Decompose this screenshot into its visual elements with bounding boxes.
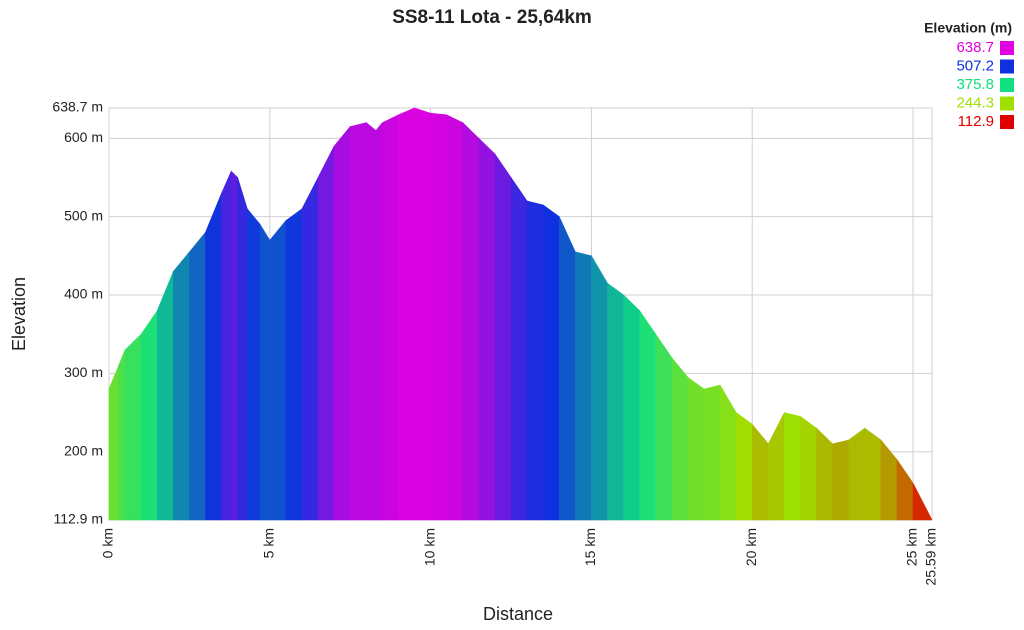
legend-swatch xyxy=(1000,96,1014,111)
elevation-segment xyxy=(301,177,319,521)
elevation-segment xyxy=(124,333,142,521)
elevation-segment xyxy=(832,439,850,521)
elevation-segment xyxy=(591,254,608,521)
elevation-segment xyxy=(317,146,335,521)
elevation-segment xyxy=(205,193,222,521)
elevation-segment xyxy=(623,294,640,521)
elevation-segment xyxy=(864,427,882,521)
elevation-segment xyxy=(912,482,933,521)
elevation-segment xyxy=(768,412,785,521)
elevation-segment xyxy=(784,412,801,521)
legend-title: Elevation (m) xyxy=(924,20,1012,36)
x-tick-label: 15 km xyxy=(582,528,598,566)
elevation-segment xyxy=(108,365,119,521)
elevation-segment xyxy=(118,349,126,521)
elevation-segment xyxy=(542,204,560,521)
x-axis-label: Distance xyxy=(483,604,553,624)
elevation-segment xyxy=(446,114,464,521)
x-tick-label: 10 km xyxy=(421,528,437,566)
y-tick-label: 300 m xyxy=(64,364,103,380)
elevation-segment xyxy=(230,170,238,521)
y-tick-label: 500 m xyxy=(64,207,103,223)
x-tick-label: 25 km xyxy=(904,528,920,566)
elevation-segment xyxy=(510,176,528,521)
elevation-segment xyxy=(246,208,261,521)
legend-swatch xyxy=(1000,41,1014,55)
elevation-segment xyxy=(751,423,769,521)
x-tick-label: 20 km xyxy=(743,528,759,566)
elevation-segment xyxy=(526,200,544,521)
elevation-segment xyxy=(398,107,415,521)
elevation-segment xyxy=(703,384,721,521)
legend-swatch xyxy=(1000,59,1014,74)
elevation-segment xyxy=(414,107,431,521)
legend-swatch xyxy=(1000,115,1014,129)
legend-swatch xyxy=(1000,78,1014,92)
elevation-segment xyxy=(173,251,190,521)
x-tick-label: 0 km xyxy=(100,528,116,558)
legend-label: 507.2 xyxy=(956,57,994,74)
elevation-segment xyxy=(189,231,206,521)
y-tick-label: 112.9 m xyxy=(53,511,103,527)
legend-label: 244.3 xyxy=(956,94,994,111)
elevation-segment xyxy=(671,356,689,521)
legend-label: 375.8 xyxy=(956,76,994,93)
elevation-segment xyxy=(365,122,377,521)
elevation-segment xyxy=(375,121,383,521)
legend-label: 638.7 xyxy=(956,39,994,56)
y-tick-label: 600 m xyxy=(64,129,103,145)
elevation-segment xyxy=(607,282,624,521)
elevation-segment xyxy=(655,333,673,521)
elevation-segment xyxy=(687,376,705,521)
y-tick-label: 638.7 m xyxy=(52,99,103,115)
elevation-segment xyxy=(259,223,271,521)
elevation-segment xyxy=(494,153,512,521)
elevation-segment xyxy=(558,216,576,521)
y-axis-label: Elevation xyxy=(9,277,29,351)
elevation-segment xyxy=(156,271,174,521)
elevation-segment xyxy=(382,114,399,521)
elevation-segment xyxy=(269,219,287,521)
elevation-segment xyxy=(478,137,496,521)
elevation-segment xyxy=(430,112,447,521)
elevation-segment xyxy=(462,121,480,521)
elevation-segment xyxy=(285,208,303,521)
elevation-segment xyxy=(735,411,753,521)
y-tick-label: 200 m xyxy=(64,442,103,458)
elevation-segment xyxy=(639,309,657,521)
x-tick-label: 5 km xyxy=(261,528,277,558)
chart-title: SS8-11 Lota - 25,64km xyxy=(392,7,592,28)
elevation-segment xyxy=(349,122,367,521)
y-tick-label: 400 m xyxy=(64,286,103,302)
elevation-segment xyxy=(719,384,737,521)
x-tick-label: 25.59 km xyxy=(923,528,939,586)
legend-label: 112.9 xyxy=(958,113,994,130)
elevation-segment xyxy=(816,427,833,521)
elevation-segment xyxy=(237,177,248,521)
elevation-segment xyxy=(800,415,817,521)
elevation-segment xyxy=(221,171,232,521)
elevation-segment xyxy=(575,251,592,521)
elevation-segment xyxy=(333,125,351,521)
elevation-segment xyxy=(140,309,158,521)
elevation-segment xyxy=(848,427,866,521)
elevation-segment xyxy=(896,458,914,521)
